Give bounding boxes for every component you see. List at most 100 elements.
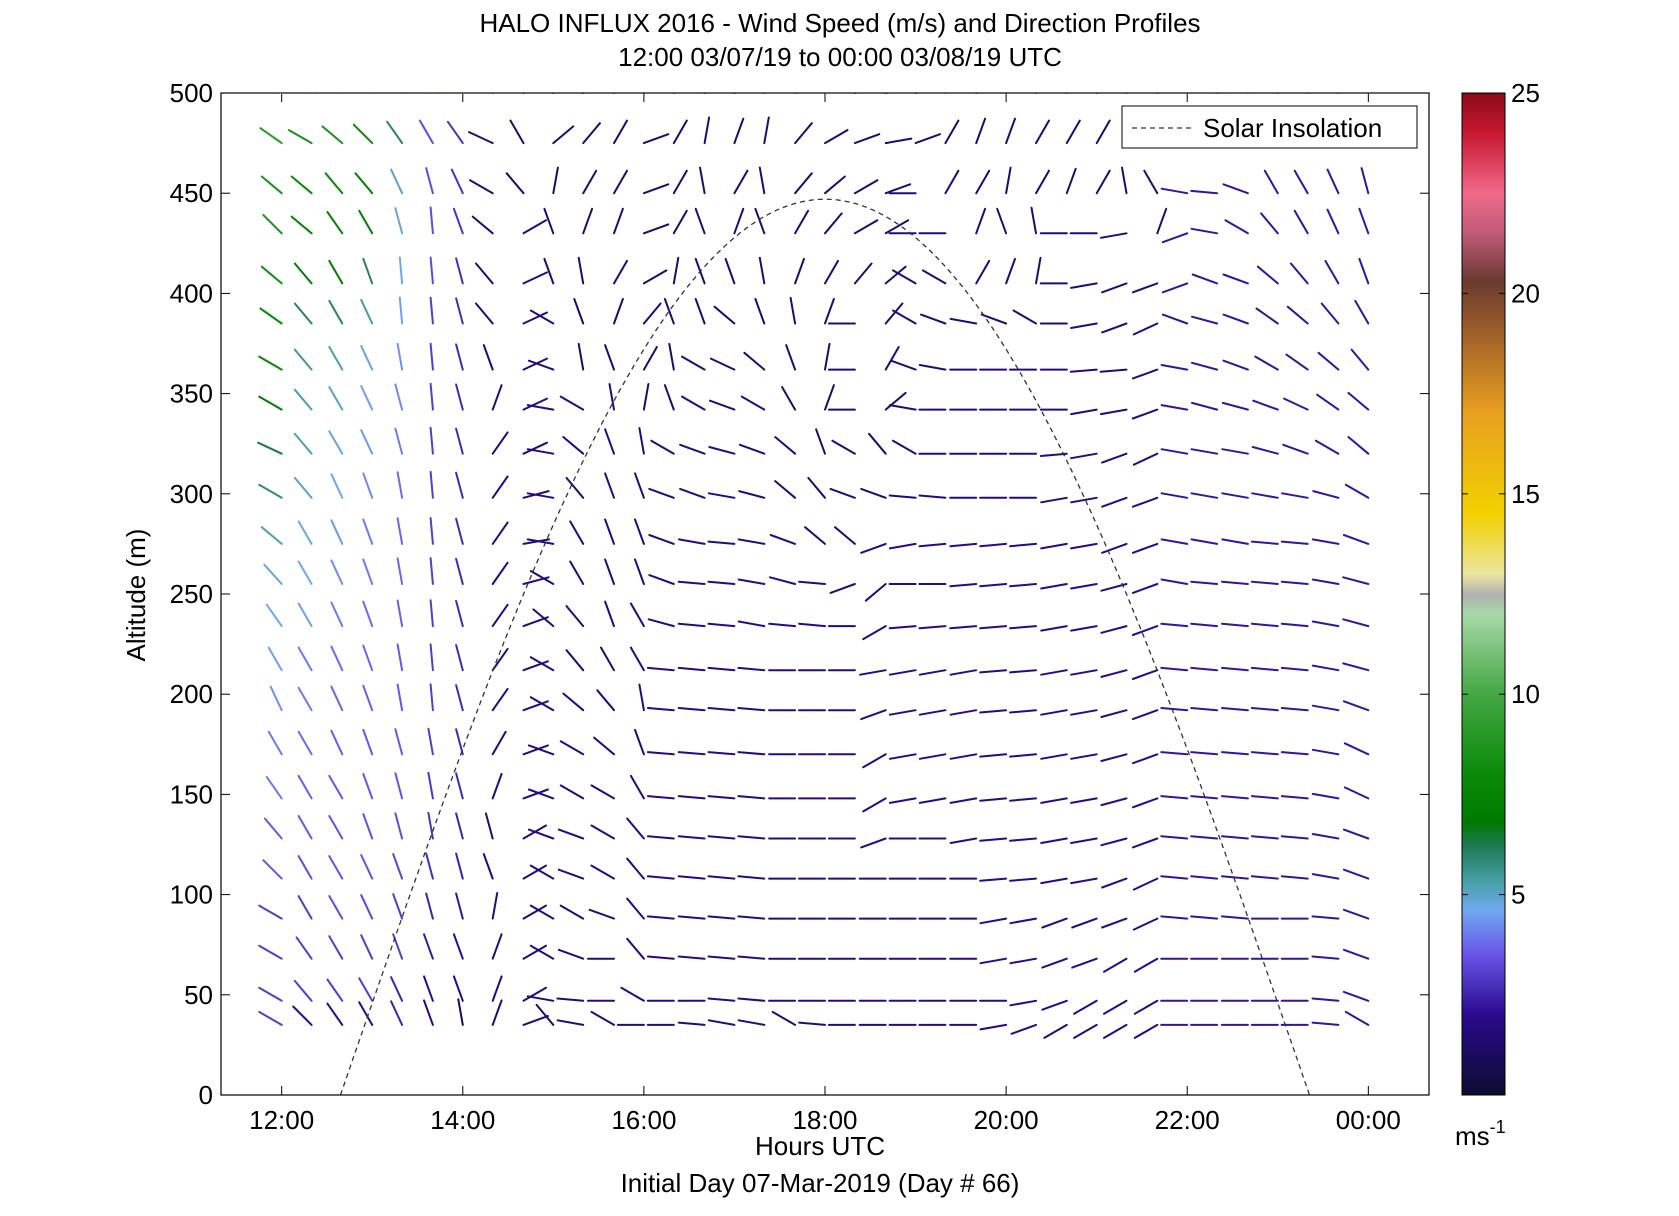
wind-barb — [807, 476, 826, 499]
wind-barb — [737, 997, 766, 1002]
wind-barb — [1314, 439, 1340, 455]
wind-barb — [677, 1021, 706, 1026]
wind-barb — [446, 120, 464, 145]
wind-barb — [386, 120, 404, 145]
wind-barb — [429, 643, 434, 672]
wind-barb — [556, 1019, 585, 1026]
wind-barb — [258, 904, 283, 920]
wind-barb — [1070, 797, 1098, 804]
wind-barb — [577, 256, 585, 285]
wind-barb — [707, 955, 736, 960]
x-tick-label: 12:00 — [249, 1105, 314, 1135]
wind-barb — [1070, 625, 1098, 632]
wind-barb — [1342, 908, 1370, 920]
wind-barb — [884, 265, 907, 285]
wind-barb — [707, 795, 736, 800]
wind-barb — [1255, 307, 1279, 325]
wind-barb — [709, 399, 736, 411]
wind-barb — [1070, 669, 1098, 676]
wind-barb — [1160, 187, 1189, 195]
wind-barb — [918, 542, 947, 548]
wind-barb — [1012, 309, 1037, 325]
wind-barb — [491, 647, 509, 672]
wind-barb — [758, 256, 766, 285]
wind-barb — [707, 622, 736, 628]
wind-barb — [265, 603, 283, 628]
wind-barb — [1316, 393, 1340, 411]
wind-barb — [562, 692, 585, 712]
wind-barb — [681, 355, 706, 371]
colorbar-unit: ms-1 — [1455, 1117, 1506, 1151]
wind-barb — [677, 915, 706, 920]
wind-barb — [824, 298, 835, 325]
wind-barb — [328, 895, 344, 920]
wind-barb — [707, 875, 736, 880]
wind-barb — [1221, 538, 1249, 545]
wind-barb — [1191, 401, 1219, 411]
wind-barb — [1221, 751, 1249, 756]
wind-barb — [707, 580, 736, 585]
wind-barb — [604, 558, 615, 585]
wind-barb — [288, 129, 313, 145]
wind-barb — [1344, 1010, 1370, 1026]
wind-barb — [1250, 622, 1279, 628]
wind-barb — [1306, 93, 1309, 94]
wind-barb — [648, 574, 675, 585]
wind-barb — [707, 915, 736, 920]
wind-barb — [1320, 302, 1340, 325]
wind-barb — [677, 751, 706, 756]
wind-barb — [868, 432, 887, 455]
x-axis-label-secondary: Initial Day 07-Mar-2019 (Day # 66) — [621, 1168, 1020, 1198]
wind-barb — [1221, 666, 1249, 672]
wind-barb — [1132, 917, 1159, 931]
y-tick-label: 100 — [170, 880, 213, 910]
wind-barb — [859, 669, 887, 676]
wind-barb — [1221, 622, 1249, 628]
wind-barb — [425, 892, 434, 920]
wind-barb — [1254, 355, 1279, 371]
wind-barb — [491, 687, 509, 712]
wind-barb — [1311, 915, 1340, 920]
wind-barb — [979, 583, 1008, 588]
wind-barb — [1133, 957, 1159, 973]
plot-area — [220, 92, 1430, 1096]
wind-barb — [431, 93, 434, 94]
wind-barb — [532, 608, 555, 628]
wind-barb — [362, 472, 374, 499]
wind-barb — [328, 815, 344, 840]
wind-barb — [396, 643, 404, 672]
wind-barb — [360, 345, 374, 371]
wind-barb — [1009, 797, 1037, 802]
wind-barb — [267, 646, 283, 672]
wind-barb — [362, 644, 374, 672]
wind-barb — [1160, 622, 1189, 628]
wind-barb — [737, 1019, 766, 1026]
wind-barb — [853, 262, 873, 285]
wind-barb — [324, 172, 344, 195]
wind-barb — [642, 302, 662, 325]
wind-barb — [522, 219, 547, 235]
wind-barb — [694, 298, 706, 325]
colorbar — [1461, 92, 1506, 1096]
wind-barb — [1131, 583, 1159, 594]
wind-barb — [527, 828, 555, 840]
wind-barb — [1040, 542, 1068, 550]
wind-barb — [1222, 359, 1249, 371]
wind-barb — [604, 344, 615, 371]
wind-barb — [862, 797, 887, 813]
wind-barb — [1190, 875, 1219, 880]
wind-barb — [1311, 792, 1340, 800]
wind-barb — [1160, 492, 1189, 499]
wind-barb — [452, 975, 464, 1002]
wind-barb — [522, 271, 548, 285]
wind-barb — [559, 395, 585, 411]
wind-barb — [1342, 990, 1370, 1002]
wind-barb — [429, 470, 434, 499]
wind-barb — [1009, 753, 1037, 758]
wind-barb — [738, 490, 766, 499]
wind-barb — [949, 753, 978, 760]
wind-barb — [1132, 877, 1159, 891]
y-tick-label: 400 — [170, 278, 213, 308]
wind-barb — [646, 707, 675, 712]
wind-barb — [1190, 227, 1219, 235]
